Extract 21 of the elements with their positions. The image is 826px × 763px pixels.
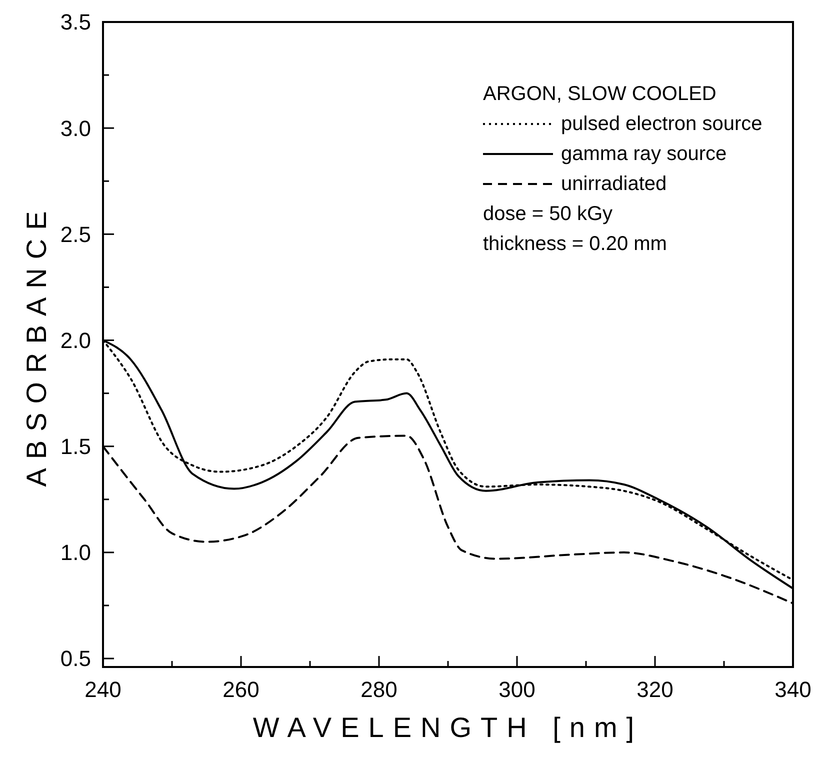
y-tick-label: 1.5 [60, 434, 91, 460]
y-tick-label: 2.0 [60, 328, 91, 353]
y-tick-label: 0.5 [60, 646, 91, 672]
legend-title: ARGON, SLOW COOLED [483, 83, 716, 105]
y-tick-label: 3.5 [60, 10, 91, 35]
y-axis-title: ABSORBANCE [21, 202, 52, 487]
y-tick-label: 1.0 [60, 540, 91, 566]
x-tick-label: 260 [222, 677, 260, 702]
x-tick-label: 240 [84, 677, 122, 702]
annotation: dose = 50 kGy [483, 203, 613, 225]
y-tick-label: 2.5 [60, 222, 91, 247]
legend-label: gamma ray source [561, 143, 727, 165]
x-tick-label: 280 [360, 677, 398, 702]
x-axis-title: WAVELENGTH [nm] [252, 712, 644, 743]
legend-label: unirradiated [561, 173, 667, 195]
x-tick-label: 320 [636, 677, 674, 702]
x-tick-label: 340 [774, 677, 812, 702]
annotation: thickness = 0.20 mm [483, 233, 667, 255]
x-tick-label: 300 [498, 677, 536, 702]
y-tick-label: 3.0 [60, 116, 91, 141]
legend-label: pulsed electron source [561, 113, 762, 135]
